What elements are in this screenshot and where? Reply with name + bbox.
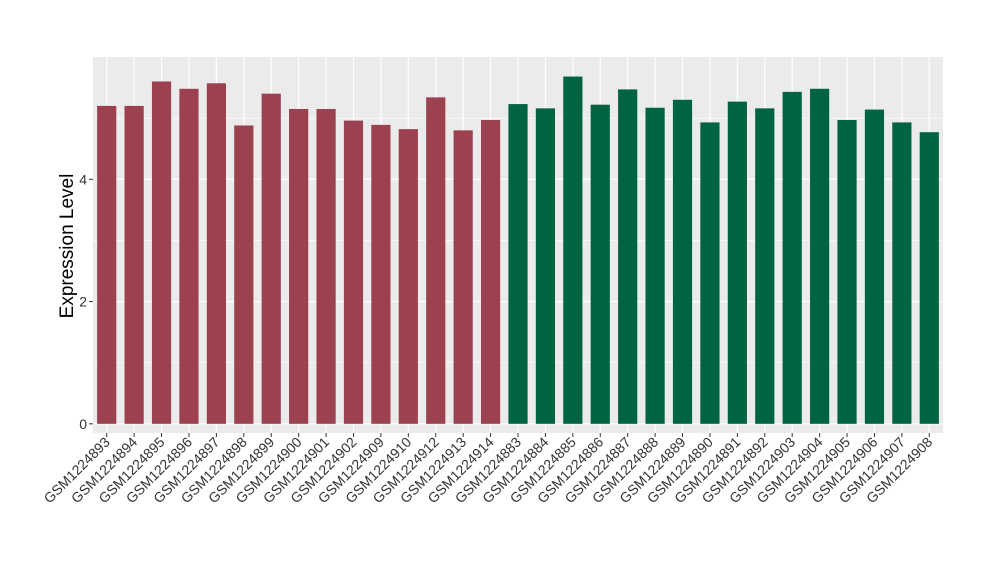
x-axis: GSM1224893GSM1224894GSM1224895GSM1224896… <box>40 433 936 506</box>
bar-GSM1224903 <box>782 91 802 424</box>
bar-GSM1224896 <box>179 88 199 424</box>
bar-GSM1224892 <box>755 108 775 424</box>
bar-GSM1224904 <box>810 88 830 424</box>
bar-GSM1224913 <box>453 130 473 424</box>
bar-GSM1224912 <box>426 97 446 424</box>
bar-GSM1224908 <box>919 132 939 424</box>
bar-GSM1224901 <box>316 108 336 424</box>
bars <box>97 76 939 424</box>
y-axis-title: Expression Level <box>57 174 78 319</box>
bar-GSM1224914 <box>480 119 501 424</box>
bar-GSM1224885 <box>563 76 583 424</box>
bar-GSM1224900 <box>289 108 309 424</box>
bar-GSM1224890 <box>700 122 720 424</box>
y-tick-label: 0 <box>79 416 87 432</box>
bar-GSM1224906 <box>864 109 885 424</box>
bar-GSM1224910 <box>398 129 418 424</box>
bar-GSM1224887 <box>618 89 638 424</box>
y-tick-label: 4 <box>79 171 87 187</box>
bar-GSM1224886 <box>590 104 610 424</box>
bar-GSM1224907 <box>892 122 912 424</box>
bar-GSM1224905 <box>837 119 857 424</box>
bar-GSM1224893 <box>97 105 117 424</box>
bar-GSM1224891 <box>727 101 747 424</box>
bar-GSM1224902 <box>343 120 364 424</box>
y-tick-label: 2 <box>79 294 87 310</box>
bar-GSM1224898 <box>234 125 254 424</box>
bar-GSM1224897 <box>206 83 226 424</box>
bar-GSM1224895 <box>151 81 172 424</box>
bar-GSM1224899 <box>261 93 281 424</box>
bar-GSM1224889 <box>672 99 693 424</box>
bar-GSM1224884 <box>535 108 556 424</box>
bar-GSM1224888 <box>645 107 665 424</box>
bar-GSM1224909 <box>371 124 391 424</box>
bar-GSM1224894 <box>124 105 144 424</box>
y-axis: 0 2 4 <box>79 171 93 432</box>
bar-GSM1224883 <box>508 104 528 424</box>
